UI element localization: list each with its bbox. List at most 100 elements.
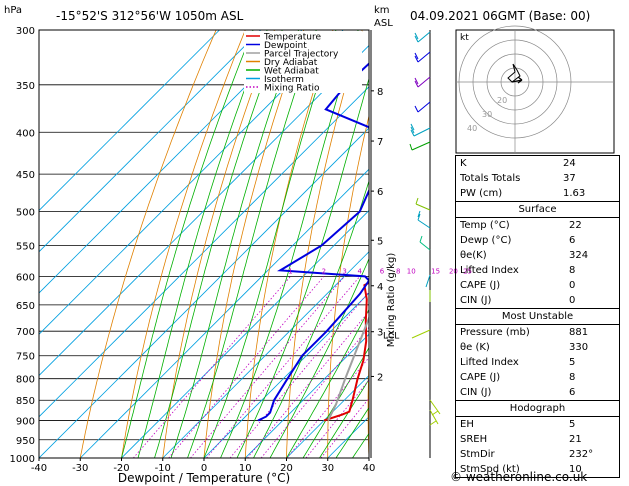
- most-unstable-section: Most Unstable Pressure (mb) 881 θe (K) 330…: [456, 308, 619, 400]
- km-tick-label: 7: [377, 137, 383, 148]
- pressure-tick-label: 700: [16, 327, 35, 338]
- dry-adiabat-line: [244, 30, 334, 458]
- mixing-ratio-label: 6: [380, 267, 385, 275]
- legend-label: Dewpoint: [264, 41, 307, 51]
- hodograph-row: StmDir 232°: [460, 449, 594, 460]
- pressure-tick-label: 600: [16, 272, 35, 283]
- wet-adiabat-line: [286, 308, 369, 458]
- wet-adiabat-line: [302, 346, 369, 458]
- pressure-tick-label: 800: [16, 375, 35, 386]
- hodograph-table-title: Hodograph: [456, 401, 619, 417]
- dry-adiabat-line: [367, 352, 369, 458]
- index-row: K 24: [460, 158, 576, 169]
- km-unit-label: km: [374, 5, 390, 16]
- most-unstable-row: CAPE (J) 8: [460, 372, 576, 383]
- mixing-ratio-label: 8: [396, 267, 400, 275]
- legend-label: Mixing Ratio: [264, 84, 320, 94]
- pressure-tick-label: 750: [16, 352, 35, 363]
- wet-adiabat-line: [121, 30, 254, 458]
- asl-unit-label: ASL: [374, 18, 393, 29]
- isotherm-line: [39, 127, 369, 458]
- storm-motion-arrow-icon: [511, 76, 523, 84]
- isotherm-line: [79, 168, 369, 458]
- mixing-ratio-line: [260, 326, 369, 458]
- index-row: Totals Totals 37: [460, 173, 576, 184]
- hodograph-section: Hodograph EH 5 SREH 21 StmDir 232° StmSpd (…: [456, 400, 619, 477]
- hpa-unit-label: hPa: [4, 5, 22, 16]
- indices-table: K 24 Totals Totals 37 PW (cm) 1.63 Surface …: [455, 155, 620, 478]
- legend-label: Parcel Trajectory: [264, 50, 339, 60]
- axes: 3003504004505005506006507007508008509009…: [10, 26, 472, 485]
- wet-adiabat-line: [319, 378, 369, 458]
- pressure-tick-label: 850: [16, 396, 35, 407]
- wind-barb-icon: [409, 141, 431, 151]
- isotherm-line: [39, 30, 303, 294]
- parcel-trajectory-line: [327, 315, 369, 421]
- hodograph-frame: [455, 29, 615, 154]
- isotherm-line: [162, 251, 369, 458]
- wet-adiabat-line: [203, 30, 337, 458]
- mixing-ratio-label: 1: [288, 267, 292, 275]
- x-tick-label: 0: [201, 463, 207, 474]
- x-tick-label: 20: [280, 463, 293, 474]
- x-tick-label: 40: [363, 463, 376, 474]
- km-tick-label: 6: [377, 187, 383, 198]
- most-unstable-row: Pressure (mb) 881: [460, 327, 589, 338]
- mixing-ratio-line: [206, 276, 361, 458]
- legend-label: Isotherm: [264, 75, 304, 85]
- x-axis-label: Dewpoint / Temperature (°C): [118, 471, 290, 485]
- hodograph-unit-label: kt: [460, 33, 469, 43]
- legend-label: Dry Adiabat: [264, 58, 318, 68]
- mixing-ratio-label: 2: [322, 267, 326, 275]
- wet-adiabat-line: [236, 77, 369, 458]
- most-unstable-title: Most Unstable: [456, 309, 619, 325]
- surface-row: CIN (J) 0: [460, 295, 576, 306]
- pressure-tick-label: 900: [16, 417, 35, 428]
- index-row: PW (cm) 1.63: [460, 188, 586, 199]
- wind-barb-icon: [417, 210, 431, 229]
- surface-row: CAPE (J) 0: [460, 280, 576, 291]
- wet-adiabat-line: [269, 257, 369, 458]
- wet-adiabat-line: [170, 30, 299, 458]
- mixing-ratio-line: [168, 276, 325, 458]
- wet-adiabat-line: [137, 30, 268, 458]
- isotherm-line: [39, 30, 344, 335]
- isotherm-line: [203, 292, 369, 458]
- legend-label: Wet Adiabat: [264, 67, 319, 77]
- km-tick-label: 3: [377, 328, 383, 339]
- wind-barb-icon: [414, 76, 431, 88]
- hodograph-ring-label: 40: [467, 124, 477, 133]
- wind-barb-icon: [419, 235, 431, 251]
- wind-barb-icon: [429, 409, 439, 426]
- wind-barb-icon: [410, 123, 431, 137]
- km-axis: 8 7 6 5 4 3 2 LCL: [371, 87, 399, 383]
- wind-barb-icon: [411, 329, 431, 339]
- dry-adiabat-line: [286, 30, 363, 458]
- wet-adiabat-line: [335, 406, 369, 458]
- hodograph-row: SREH 21: [460, 434, 582, 445]
- surface-row: Lifted Index 8: [460, 265, 576, 276]
- pressure-tick-label: 400: [16, 128, 35, 139]
- location-title: -15°52'S 312°56'W 1050m ASL: [56, 9, 244, 23]
- dry-adiabat-line: [162, 30, 275, 458]
- isotherm-line: [286, 374, 369, 458]
- mixing-ratio-line: [305, 379, 369, 458]
- dewpoint-line: [257, 62, 369, 422]
- hodograph-row: EH 5: [460, 419, 576, 430]
- dry-adiabat-line: [619, 30, 629, 458]
- dry-adiabat-line: [407, 30, 450, 458]
- isotherm-line: [39, 44, 369, 377]
- mixing-ratio-label: 3: [342, 267, 346, 275]
- pressure-tick-label: 500: [16, 208, 35, 219]
- dry-adiabat-line: [121, 30, 246, 458]
- pressure-tick-label: 1000: [10, 454, 35, 465]
- dry-adiabat-line: [203, 30, 305, 458]
- pressure-tick-label: 650: [16, 301, 35, 312]
- copyright-text: © weatheronline.co.uk: [450, 470, 588, 484]
- wind-barb-icon: [414, 101, 431, 113]
- surface-title: Surface: [456, 202, 619, 218]
- mixing-ratio-label: 4: [358, 267, 363, 275]
- pressure-tick-label: 350: [16, 81, 35, 92]
